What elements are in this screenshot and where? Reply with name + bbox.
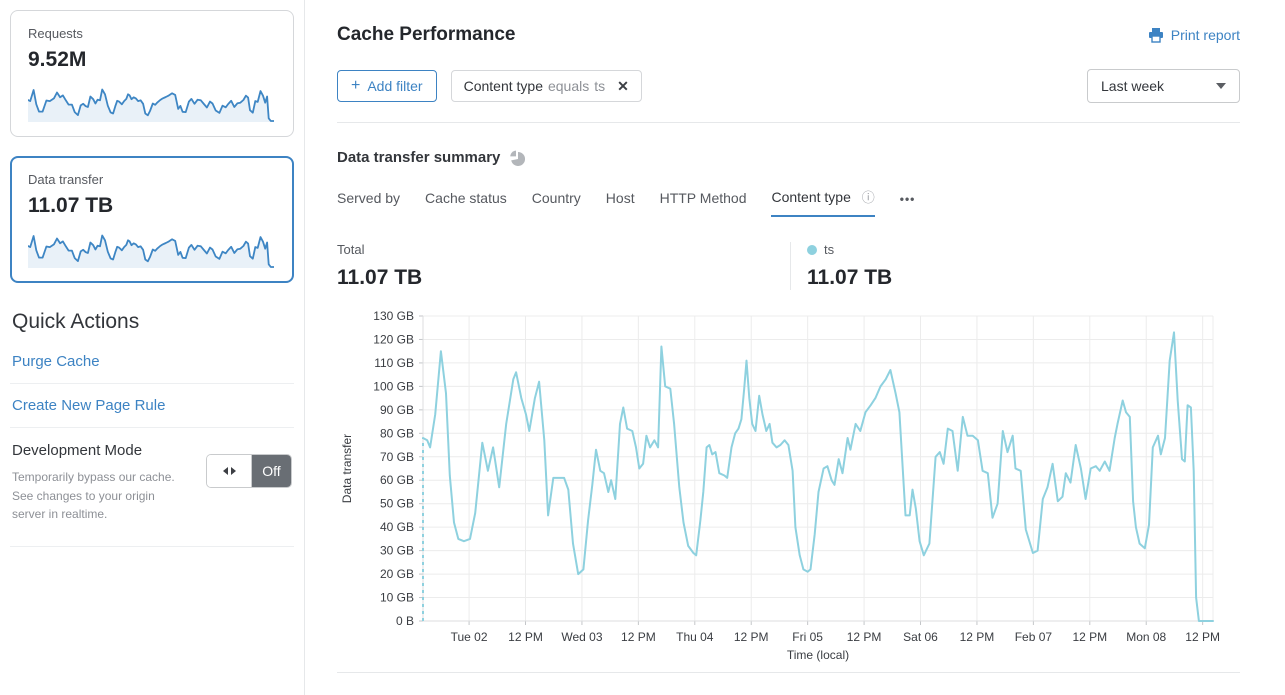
print-report-label: Print report — [1170, 27, 1240, 43]
y-axis-tick-label: 70 GB — [380, 450, 414, 464]
x-axis-tick-label: 12 PM — [621, 630, 656, 644]
x-axis-tick-label: 12 PM — [960, 630, 995, 644]
data-transfer-sparkline — [28, 234, 274, 268]
y-axis-tick-label: 30 GB — [380, 544, 414, 558]
create-page-rule-link[interactable]: Create New Page Rule — [10, 384, 294, 428]
development-mode-title: Development Mode — [12, 442, 143, 459]
legend-dot — [807, 244, 817, 255]
page-title: Cache Performance — [337, 24, 516, 45]
x-axis-tick-label: Sat 06 — [903, 630, 938, 644]
plus-icon: + — [351, 77, 361, 94]
tab-host[interactable]: Host — [605, 190, 635, 206]
development-mode-section: Development Mode Temporarily bypass our … — [10, 428, 294, 547]
y-axis-tick-label: 0 B — [396, 614, 414, 628]
print-report-button[interactable]: Print report — [1148, 27, 1240, 43]
requests-sparkline — [28, 88, 274, 122]
y-axis-tick-label: 50 GB — [380, 497, 414, 511]
pie-chart-icon — [510, 150, 526, 166]
x-axis-tick-label: Mon 08 — [1126, 630, 1166, 644]
data-transfer-chart: 0 B 10 GB 20 GB 30 GB 40 GB 50 GB 60 GB 70 GB 80… — [340, 309, 1220, 662]
y-axis-tick-label: 20 GB — [380, 567, 414, 581]
y-axis-tick-label: 110 GB — [374, 356, 414, 370]
x-axis-tick-label: Feb 07 — [1015, 630, 1053, 644]
tab-country[interactable]: Country — [531, 190, 581, 206]
data-transfer-card[interactable]: Data transfer 11.07 TB — [10, 156, 294, 283]
time-range-value: Last week — [1101, 78, 1165, 94]
filter-chip-operator: equals — [547, 78, 590, 94]
purge-cache-link[interactable]: Purge Cache — [10, 340, 294, 384]
x-axis-tick-label: 12 PM — [508, 630, 543, 644]
close-icon[interactable]: ✕ — [617, 77, 629, 94]
x-axis-tick-label: 12 PM — [734, 630, 769, 644]
sparkline-line — [28, 234, 274, 268]
y-axis-title: Data transfer — [340, 434, 354, 503]
development-mode-description: Temporarily bypass our cache. See change… — [12, 470, 175, 522]
arrow-right-icon — [230, 467, 236, 475]
sparkline-fill — [28, 235, 274, 268]
tab-served-by[interactable]: Served by — [337, 190, 401, 206]
header-divider — [337, 122, 1240, 123]
chevron-down-icon — [1216, 83, 1226, 89]
x-axis-title: Time (local) — [787, 648, 849, 662]
x-axis-tick-label: Tue 02 — [451, 630, 488, 644]
toggle-off-label: Off — [252, 455, 291, 487]
filter-chip-field: Content type — [463, 78, 543, 94]
quick-actions-title: Quick Actions — [12, 310, 140, 333]
filter-chip-value: ts — [594, 78, 606, 94]
y-axis-tick-label: 10 GB — [380, 591, 414, 605]
requests-card-label: Requests — [28, 26, 83, 41]
y-axis-tick-label: 90 GB — [380, 403, 414, 417]
add-filter-button[interactable]: + Add filter — [337, 70, 437, 102]
series-line-ts — [422, 331, 1214, 622]
legend-value: 11.07 TB — [807, 266, 893, 289]
development-mode-toggle[interactable]: Off — [206, 454, 292, 488]
tab-content-type[interactable]: Content type ⓘ — [771, 187, 875, 217]
toggle-knob[interactable] — [207, 455, 252, 487]
tab-content-type-label: Content type — [771, 189, 851, 205]
y-axis-tick-label: 100 GB — [373, 379, 414, 393]
data-transfer-card-label: Data transfer — [28, 172, 104, 187]
x-axis-tick-label: 12 PM — [1185, 630, 1220, 644]
printer-icon — [1148, 27, 1163, 43]
x-axis-tick-label: Fri 05 — [792, 630, 823, 644]
total-label: Total — [337, 242, 365, 257]
ellipsis-icon[interactable]: ••• — [899, 192, 916, 206]
x-axis-tick-label: 12 PM — [1072, 630, 1107, 644]
data-transfer-card-value: 11.07 TB — [28, 194, 114, 217]
total-stat: Total 11.07 TB — [337, 242, 790, 290]
info-icon[interactable]: ⓘ — [861, 190, 875, 205]
y-axis-tick-label: 130 GB — [373, 309, 414, 323]
sparkline-line — [28, 88, 274, 122]
add-filter-label: Add filter — [367, 78, 423, 94]
requests-card[interactable]: Requests 9.52M — [10, 10, 294, 137]
sidebar: Requests 9.52M Data transfer 11.07 TB Qu… — [0, 0, 305, 695]
sparkline-fill — [28, 89, 274, 122]
tab-cache-status[interactable]: Cache status — [425, 190, 507, 206]
x-axis-tick-label: 12 PM — [847, 630, 882, 644]
summary-title: Data transfer summary — [337, 149, 501, 166]
time-range-select[interactable]: Last week — [1087, 69, 1240, 103]
x-axis-tick-label: Wed 03 — [561, 630, 602, 644]
x-axis-tick-label: Thu 04 — [676, 630, 714, 644]
section-divider — [337, 672, 1240, 673]
series-stat: ts 11.07 TB — [790, 242, 892, 290]
requests-card-value: 9.52M — [28, 48, 87, 71]
tab-http-method[interactable]: HTTP Method — [659, 190, 747, 206]
breakdown-tabs: Served by Cache status Country Host HTTP… — [337, 187, 1240, 217]
total-value: 11.07 TB — [337, 266, 423, 289]
y-axis-tick-label: 120 GB — [373, 332, 414, 346]
arrow-left-icon — [222, 467, 228, 475]
y-axis-tick-label: 80 GB — [380, 426, 414, 440]
y-axis-tick-label: 60 GB — [380, 473, 414, 487]
legend-label: ts — [824, 242, 835, 257]
filter-chip[interactable]: Content type equals ts ✕ — [450, 70, 642, 102]
main-panel: Cache Performance Print report + Add fil… — [305, 0, 1285, 695]
y-axis-tick-label: 40 GB — [380, 520, 414, 534]
